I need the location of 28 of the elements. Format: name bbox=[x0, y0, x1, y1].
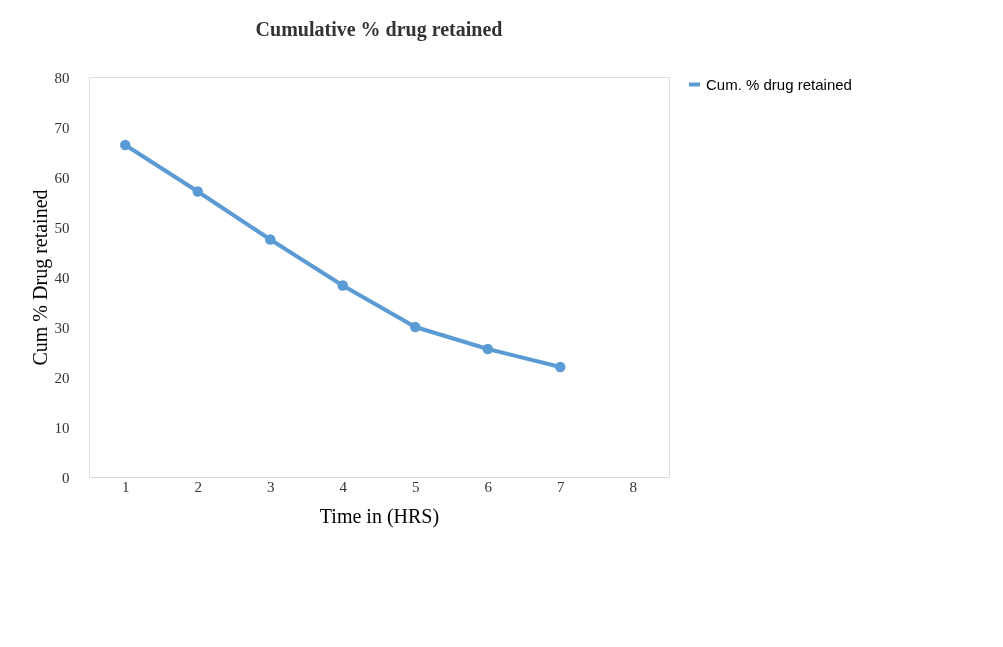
y-tick-label: 40 bbox=[54, 269, 70, 286]
point bbox=[337, 280, 348, 291]
y-tick-label: 60 bbox=[54, 169, 70, 186]
x-tick-label: 5 bbox=[412, 478, 420, 495]
chart-title: Cumulative % drug retained bbox=[255, 18, 503, 41]
point bbox=[192, 186, 203, 197]
point bbox=[482, 343, 493, 355]
point bbox=[265, 234, 276, 245]
x-tick-label: 7 bbox=[557, 478, 565, 495]
x-tick-label: 2 bbox=[194, 478, 202, 495]
y-tick-label: 20 bbox=[54, 369, 70, 386]
point bbox=[555, 361, 566, 373]
y-tick-label: 10 bbox=[54, 419, 70, 436]
x-tick-label: 6 bbox=[484, 478, 493, 495]
point bbox=[410, 321, 421, 333]
point bbox=[120, 139, 131, 151]
y-tick-label: 70 bbox=[54, 119, 70, 136]
y-tick-label: 50 bbox=[54, 219, 70, 236]
x-axis-title: Time in (HRS) bbox=[319, 504, 440, 528]
legend-label: Cum. % drug retained bbox=[706, 75, 852, 93]
y-axis-title: Cum % Drug retained bbox=[28, 189, 52, 366]
y-tick-label: 80 bbox=[54, 69, 70, 86]
x-tick-label: 1 bbox=[122, 478, 130, 495]
y-tick-label: 0 bbox=[62, 469, 70, 486]
x-tick-label: 8 bbox=[629, 478, 637, 495]
x-tick-label: 3 bbox=[267, 478, 275, 495]
x-tick-label: 4 bbox=[339, 478, 348, 495]
y-tick-label: 30 bbox=[54, 319, 70, 336]
